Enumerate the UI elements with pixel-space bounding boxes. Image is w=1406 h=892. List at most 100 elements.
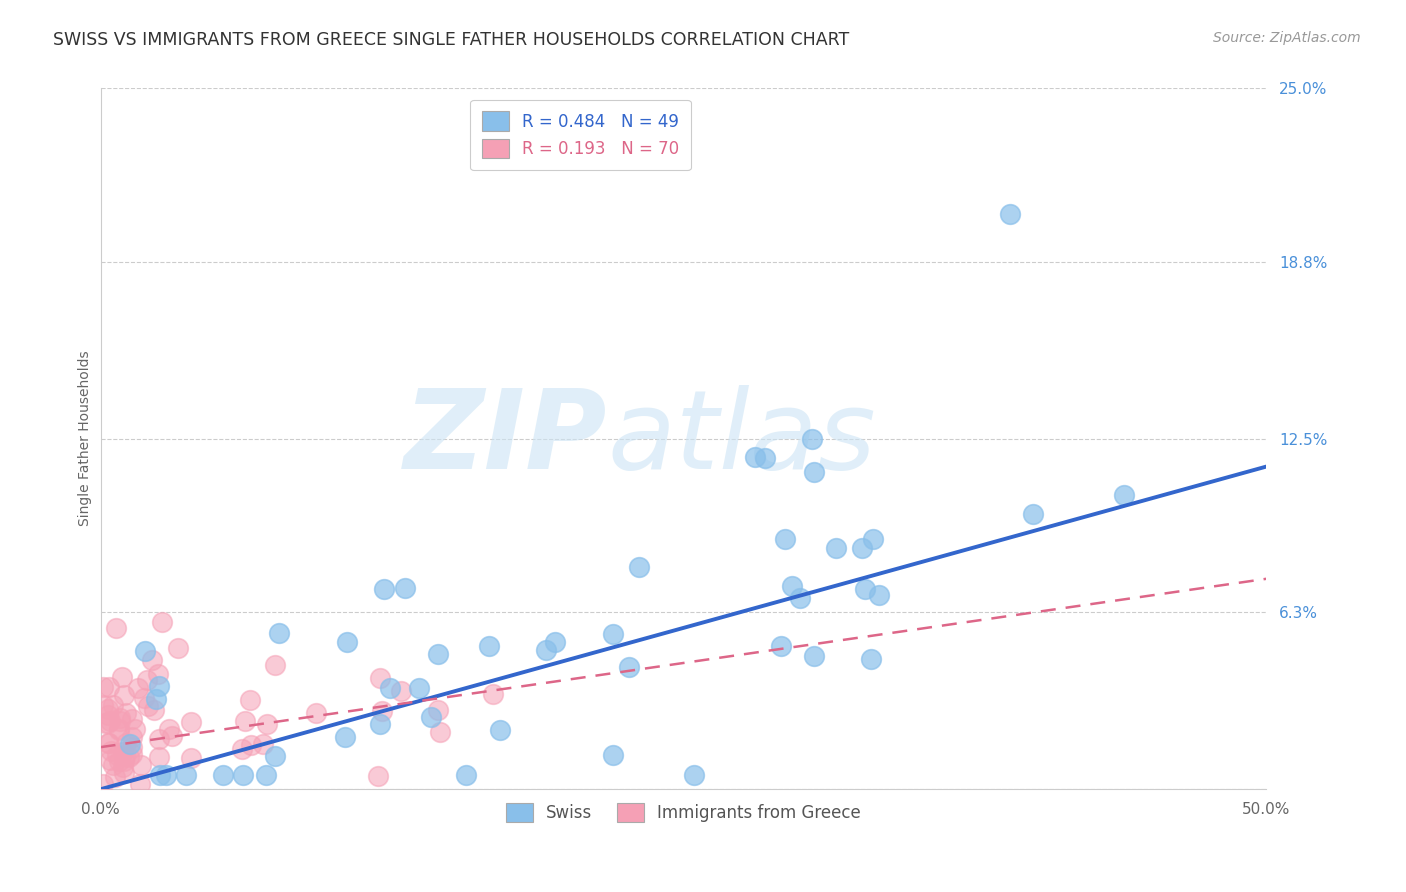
Point [142, 703, 165, 717]
Text: atlas: atlas [607, 385, 876, 492]
Point [373, 582, 395, 596]
Point [256, 717, 278, 731]
Point [120, 737, 142, 751]
Point [114, 749, 136, 764]
Point [456, 768, 478, 782]
Point [536, 643, 558, 657]
Point [627, 560, 650, 574]
Point [127, 681, 149, 695]
Point [129, 757, 152, 772]
Point [174, 768, 197, 782]
Point [159, 723, 181, 737]
Point [860, 651, 883, 665]
Point [121, 747, 143, 761]
Point [180, 714, 202, 729]
Point [370, 716, 392, 731]
Point [1114, 488, 1136, 502]
Point [97, 716, 120, 731]
Point [370, 704, 392, 718]
Point [780, 579, 803, 593]
Point [112, 766, 135, 780]
Point [150, 615, 173, 629]
Point [148, 750, 170, 764]
Point [141, 653, 163, 667]
Point [112, 754, 135, 768]
Point [105, 748, 128, 763]
Point [602, 626, 624, 640]
Point [145, 692, 167, 706]
Point [100, 752, 122, 766]
Point [101, 698, 124, 712]
Point [118, 750, 141, 764]
Point [148, 768, 170, 782]
Point [132, 691, 155, 706]
Point [789, 591, 811, 605]
Point [108, 714, 131, 729]
Point [98, 714, 121, 728]
Point [862, 532, 884, 546]
Point [336, 634, 359, 648]
Point [825, 541, 848, 556]
Point [121, 730, 143, 744]
Point [998, 207, 1021, 221]
Point [333, 730, 356, 744]
Point [544, 634, 567, 648]
Point [803, 648, 825, 663]
Point [264, 749, 287, 764]
Point [98, 680, 121, 694]
Point [134, 643, 156, 657]
Point [855, 582, 877, 597]
Point [429, 725, 451, 739]
Point [108, 711, 131, 725]
Point [101, 758, 124, 772]
Point [107, 754, 129, 768]
Point [477, 639, 499, 653]
Point [111, 670, 134, 684]
Point [391, 683, 413, 698]
Point [683, 768, 706, 782]
Point [378, 681, 401, 695]
Point [233, 714, 256, 728]
Point [97, 736, 120, 750]
Point [754, 451, 776, 466]
Point [115, 706, 138, 720]
Point [769, 640, 792, 654]
Point [97, 702, 120, 716]
Point [304, 706, 326, 720]
Point [773, 532, 796, 546]
Point [124, 722, 146, 736]
Point [1022, 507, 1045, 521]
Point [744, 450, 766, 465]
Point [211, 768, 233, 782]
Point [488, 723, 510, 737]
Point [267, 626, 290, 640]
Point [91, 698, 114, 713]
Point [107, 723, 129, 738]
Point [602, 747, 624, 762]
Point [148, 731, 170, 746]
Y-axis label: Single Father Households: Single Father Households [79, 351, 93, 526]
Point [800, 432, 823, 446]
Point [136, 698, 159, 713]
Point [180, 751, 202, 765]
Point [104, 770, 127, 784]
Point [108, 723, 131, 737]
Point [97, 708, 120, 723]
Point [427, 703, 450, 717]
Point [146, 667, 169, 681]
Point [481, 687, 503, 701]
Point [105, 621, 128, 635]
Point [112, 688, 135, 702]
Legend: Swiss, Immigrants from Greece: Swiss, Immigrants from Greece [495, 791, 873, 833]
Point [91, 680, 114, 694]
Point [136, 673, 159, 687]
Text: SWISS VS IMMIGRANTS FROM GREECE SINGLE FATHER HOUSEHOLDS CORRELATION CHART: SWISS VS IMMIGRANTS FROM GREECE SINGLE F… [53, 31, 849, 49]
Point [97, 736, 120, 750]
Point [121, 739, 143, 754]
Point [427, 647, 450, 661]
Point [239, 693, 262, 707]
Point [617, 660, 640, 674]
Point [231, 742, 253, 756]
Point [94, 716, 117, 731]
Point [155, 768, 177, 782]
